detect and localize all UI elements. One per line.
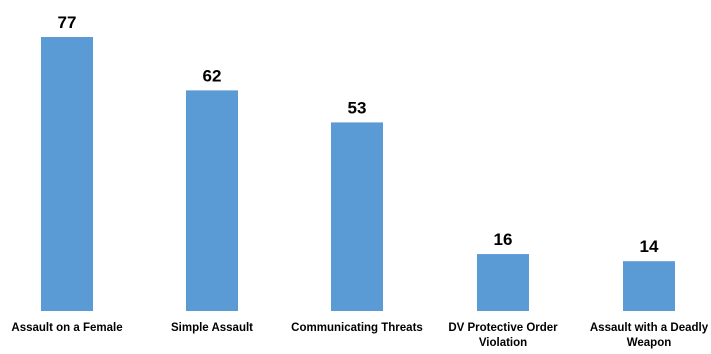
category-label-3: Communicating Threats: [291, 322, 423, 334]
category-label-5-line-1: Assault with a Deadly: [590, 322, 709, 334]
value-label-5: 14: [640, 237, 659, 256]
category-label-2: Simple Assault: [171, 322, 253, 334]
bar-3: [331, 122, 383, 312]
value-label-1: 77: [58, 13, 77, 32]
bar-5: [623, 261, 675, 311]
category-label-1: Assault on a Female: [11, 322, 122, 334]
value-label-group: 77 62 53 16 14: [58, 13, 659, 256]
bar-2: [186, 90, 238, 312]
bar-1: [41, 37, 93, 311]
category-axis: Assault on a Female Simple Assault Communi…: [11, 322, 708, 349]
value-label-2: 62: [203, 66, 222, 85]
value-label-4: 16: [494, 230, 513, 249]
category-label-5-line-2: Weapon: [627, 337, 672, 349]
bar-4: [477, 254, 529, 311]
category-label-4-line-2: Violation: [479, 337, 527, 349]
value-label-3: 53: [348, 98, 367, 117]
bar-group: [41, 37, 675, 312]
category-label-4-line-1: DV Protective Order: [448, 322, 558, 334]
